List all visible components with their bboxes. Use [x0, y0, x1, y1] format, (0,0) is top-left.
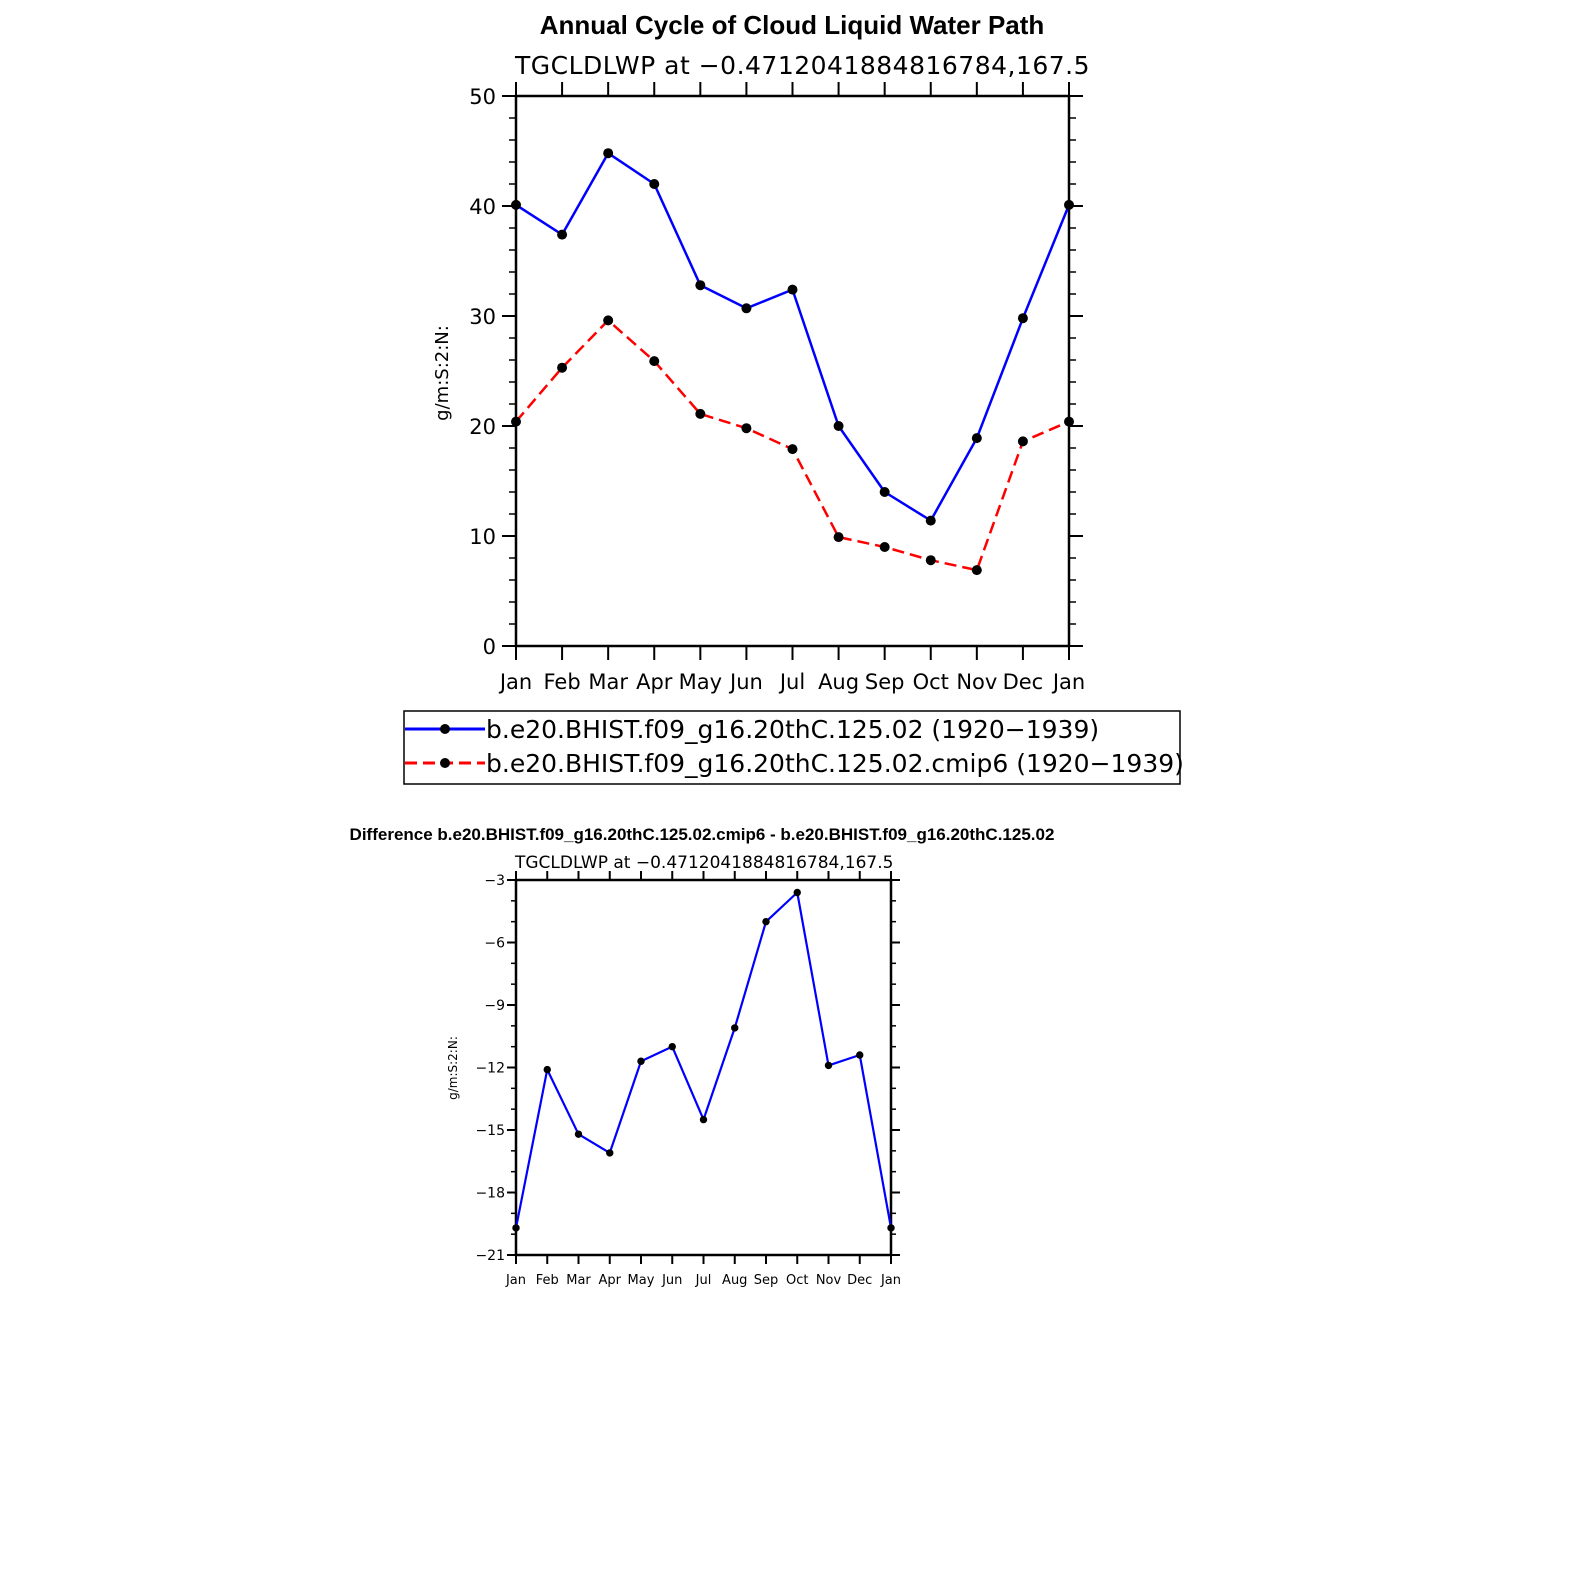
- chart1-series-1-point: [557, 229, 568, 240]
- chart2-series-1-line: [514, 891, 893, 1229]
- chart2-ytick-label: −3: [484, 873, 505, 889]
- chart1-series-2-point: [879, 542, 890, 552]
- chart2-xtick-label: Jan: [880, 1273, 901, 1288]
- legend-marker-series-1: [440, 724, 450, 734]
- chart2-series-1-point: [606, 1149, 614, 1157]
- chart1-series-1-point: [879, 487, 890, 497]
- chart1-title: Annual Cycle of Cloud Liquid Water Path: [540, 10, 1045, 40]
- chart2-xtick-label: Mar: [566, 1273, 591, 1288]
- chart1-series-2-point: [649, 356, 660, 367]
- chart2-series-1-point: [699, 1115, 708, 1124]
- chart1-ytick-label: 50: [469, 85, 496, 109]
- chart1-xtick-label: Nov: [956, 670, 997, 694]
- legend-marker-series-2: [440, 758, 450, 768]
- chart2-plot: −21 −18 −15 −12 −9 −6 −3 Jan Feb Mar Apr May Jun Jul A…: [475, 871, 901, 1288]
- chart1-series-1-line: [515, 151, 1071, 522]
- chart2-ytick-label: −9: [484, 998, 505, 1014]
- chart2-xtick-label: Jul: [695, 1273, 712, 1288]
- chart1-series-1-point: [833, 421, 844, 431]
- chart1-series-1-point: [603, 148, 614, 159]
- chart2-xtick-label: Jan: [505, 1273, 526, 1288]
- chart1-ytick-label: 0: [483, 635, 496, 659]
- chart1-series-1-point: [695, 280, 706, 291]
- chart2-ytick-label: −15: [475, 1123, 505, 1139]
- chart2-series-1-point: [668, 1042, 676, 1051]
- chart1-frame: [514, 94, 1071, 648]
- chart1-xtick-label: Jan: [498, 670, 532, 694]
- chart2-y-axis-label: g/m:S:2:N:: [446, 1036, 460, 1100]
- chart2-xtick-label: May: [628, 1273, 655, 1288]
- chart1-xtick-label: Sep: [865, 670, 905, 694]
- chart1-series-1-point: [971, 433, 982, 444]
- chart1-legend: b.e20.BHIST.f09_g16.20thC.125.02 (1920−1…: [403, 710, 1184, 785]
- chart2-xtick-label: Aug: [722, 1273, 747, 1288]
- chart1-xtick-label: May: [679, 670, 722, 694]
- chart1-series-1-point: [1064, 199, 1074, 210]
- chart1-series-2-point: [1017, 436, 1028, 447]
- chart2-series-1-point: [793, 888, 801, 897]
- chart1-xtick-label: Feb: [543, 670, 580, 694]
- chart2-series-1-point: [637, 1057, 645, 1065]
- chart2-series-1-point: [574, 1130, 583, 1138]
- chart2-xtick-label: Apr: [599, 1273, 622, 1288]
- chart1-series-2-point: [787, 444, 798, 455]
- chart2-xtick-label: Feb: [536, 1273, 559, 1288]
- chart1-xtick-label: Jan: [1051, 670, 1085, 694]
- chart1-xtick-label: Oct: [913, 670, 949, 694]
- chart2-series-1-point: [512, 1224, 520, 1232]
- chart2-series-1-point: [824, 1061, 833, 1070]
- chart1-series-2-point: [971, 565, 982, 576]
- chart1-series-2-point: [1064, 416, 1074, 427]
- chart1-xtick-label: Mar: [588, 670, 628, 694]
- chart1-series-1-point: [649, 179, 660, 189]
- chart1-series-2-point: [511, 416, 521, 427]
- chart1-series-2-point: [741, 423, 752, 434]
- chart2-xtick-label: Jun: [661, 1273, 682, 1288]
- chart1-series-1-point: [787, 284, 798, 295]
- chart1-xtick-label: Apr: [636, 670, 673, 694]
- chart1-y-axis-label: g/m:S:2:N:: [432, 325, 453, 421]
- chart2-xtick-label: Sep: [754, 1273, 779, 1288]
- chart1-series-1-point: [741, 303, 752, 314]
- chart1-series-2-point: [925, 555, 936, 566]
- chart2-subtitle: TGCLDLWP at −0.4712041884816784,167.5: [514, 853, 893, 873]
- chart1-series-1-point: [925, 515, 936, 526]
- chart2-series-1-point: [762, 917, 770, 926]
- chart1-ytick-label: 40: [469, 195, 496, 219]
- chart1-ytick-label: 30: [469, 305, 496, 329]
- chart1-series-2-point: [833, 532, 844, 543]
- chart1-series-2-point: [557, 362, 568, 373]
- chart2-xtick-label: Nov: [816, 1273, 842, 1288]
- chart2-series-1-point: [543, 1065, 551, 1074]
- chart2-series-1-point: [887, 1224, 895, 1232]
- legend-box: [403, 710, 1181, 785]
- chart2-series-1-point: [731, 1024, 739, 1032]
- chart1-xtick-label: Jul: [778, 670, 805, 694]
- chart1-series-1-point: [1017, 313, 1028, 324]
- legend-label-series-2: b.e20.BHIST.f09_g16.20thC.125.02.cmip6 (…: [486, 749, 1184, 778]
- chart1-xtick-label: Dec: [1003, 670, 1044, 694]
- chart1-series-2-point: [603, 315, 614, 326]
- legend-label-series-1: b.e20.BHIST.f09_g16.20thC.125.02 (1920−1…: [486, 715, 1099, 744]
- chart1-series-1-point: [511, 199, 521, 210]
- chart1-xtick-label: Jun: [728, 670, 763, 694]
- chart2-title: Difference b.e20.BHIST.f09_g16.20thC.125…: [350, 825, 1055, 844]
- chart2-xtick-label: Oct: [786, 1273, 808, 1288]
- chart1-ytick-label: 20: [469, 415, 496, 439]
- chart2-ytick-label: −12: [475, 1061, 505, 1077]
- chart1-plot: 0 10 20 30 40 50 Jan Feb Mar Apr May Jun Jul Aug Sep Oc…: [469, 82, 1085, 694]
- chart2-ytick-label: −6: [484, 936, 505, 952]
- chart2-series-1-point: [856, 1051, 864, 1059]
- chart1-series-2-point: [695, 408, 706, 419]
- chart2-ytick-label: −18: [475, 1186, 505, 1202]
- chart1-subtitle: TGCLDLWP at −0.4712041884816784,167.5: [514, 51, 1090, 80]
- chart2-xtick-label: Dec: [847, 1273, 872, 1288]
- chart2-frame: [514, 878, 893, 1257]
- chart1-xtick-label: Aug: [818, 670, 859, 694]
- chart2-ytick-label: −21: [475, 1248, 505, 1264]
- chart1-ytick-label: 10: [469, 525, 496, 549]
